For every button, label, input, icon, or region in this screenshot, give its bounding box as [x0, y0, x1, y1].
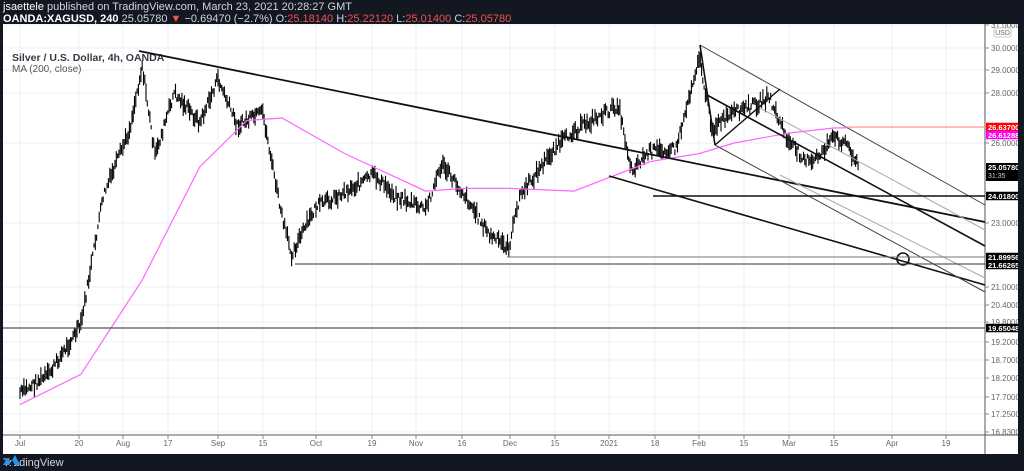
price-axis-label: 18.70000: [991, 356, 1018, 365]
pitchfork-median: [706, 94, 986, 247]
lower-trendline: [608, 175, 986, 286]
time-axis-label: 19: [942, 439, 951, 448]
price-label-value: 25.05780: [988, 163, 1018, 172]
price-label-box: [986, 122, 1018, 132]
time-axis-label: 18: [651, 439, 660, 448]
last-price: 25.05780: [121, 13, 168, 25]
published-text: published on TradingView.com, March 23, …: [47, 1, 352, 13]
price-label-box: [986, 191, 1018, 201]
high-label: H:: [336, 13, 348, 25]
price-axis-label: 21.00000: [991, 283, 1018, 292]
time-axis-label: 2021: [600, 439, 618, 448]
price-axis-label: 28.00000: [991, 89, 1018, 98]
descending-resistance-trendline: [138, 50, 986, 223]
low-value: 25.01400: [405, 13, 452, 25]
ohlc-line: OANDA:XAGUSD, 240 25.05780 ▼ −0.69470 (−…: [3, 13, 511, 25]
price-axis-label: 18.20000: [991, 374, 1018, 383]
price-axis-label: 19.20000: [991, 338, 1018, 347]
footer: TradingView: [3, 455, 64, 471]
close-value: 25.05780: [465, 13, 512, 25]
time-axis-label: 16: [458, 439, 467, 448]
time-axis-label: Jul: [15, 439, 25, 448]
pitchfork-base: [714, 88, 781, 146]
pitchfork-inner-1: [759, 107, 986, 231]
open-value: 25.18140: [287, 13, 334, 25]
tradingview-logo-icon: [3, 455, 20, 465]
currency-badge: [993, 27, 1012, 38]
time-axis-label: 19: [368, 439, 377, 448]
close-label: C:: [454, 13, 466, 25]
price-label-box: [986, 163, 1018, 181]
countdown-label: 31:35: [988, 173, 1006, 180]
time-axis-label: 15: [830, 439, 839, 448]
high-value: 25.22120: [347, 13, 394, 25]
time-axis-label: 15: [740, 439, 749, 448]
pitchfork-handle: [699, 44, 716, 146]
price-axis-label: 19.80000: [991, 318, 1018, 327]
time-axis-label: Aug: [116, 439, 130, 448]
time-axis-label: Sep: [211, 439, 226, 448]
open-label: O:: [275, 13, 288, 25]
price-label-value: 19.65048: [988, 324, 1018, 333]
chart-panel[interactable]: Jul 20 Aug 17 Sep 15 Oct 19 Nov 16 Dec 15 2021 18 Feb 1…: [3, 24, 1018, 454]
price-chart[interactable]: Jul 20 Aug 17 Sep 15 Oct 19 Nov 16 Dec 15 2021 18 Feb 1…: [3, 24, 1018, 454]
pitchfork-lower: [714, 144, 986, 293]
price-label-box: [986, 260, 1018, 270]
price-axis-label: 17.25000: [991, 410, 1018, 419]
price-axis-label: 20.40000: [991, 301, 1018, 310]
price-label-value: 26.61288: [988, 131, 1018, 140]
time-axis-label: Apr: [886, 439, 899, 448]
price-label-value: 21.66265: [988, 261, 1018, 270]
target-circle: [896, 252, 910, 266]
price-change: −0.69470 (−2.7%): [184, 13, 273, 25]
time-axis-label: 17: [164, 439, 173, 448]
down-arrow-icon: ▼: [170, 13, 182, 25]
publisher-line: jsaettele published on TradingView.com, …: [3, 1, 352, 13]
price-candles: [19, 51, 859, 399]
price-label-box: [986, 252, 1018, 262]
chart-legend-title: Silver / U.S. Dollar, 4h, OANDA: [12, 52, 165, 64]
indicator-legend[interactable]: MA (200, close): [12, 64, 82, 75]
pitchfork-inner-2: [779, 174, 986, 279]
price-axis-label: 17.70000: [991, 393, 1018, 402]
time-axis-label: 15: [551, 439, 560, 448]
price-label-box: [986, 323, 1018, 333]
price-axis-label: 23.00000: [991, 219, 1018, 228]
currency-label: USD: [995, 30, 1010, 37]
low-label: L:: [396, 13, 406, 25]
price-label-value: 26.63700: [988, 123, 1018, 132]
price-label-value: 21.89956: [988, 253, 1018, 262]
time-axis-label: Oct: [310, 439, 323, 448]
price-label-value: 24.01800: [988, 192, 1018, 201]
brand-name: TradingView: [3, 457, 64, 469]
time-axis-label: 15: [259, 439, 268, 448]
time-axis-label: Feb: [692, 439, 706, 448]
author-name[interactable]: jsaettele: [3, 1, 44, 13]
time-axis-label: 20: [75, 439, 84, 448]
time-axis-label: Mar: [782, 439, 796, 448]
price-axis-label: 16.83000: [991, 428, 1018, 437]
time-axis-label: Dec: [503, 439, 517, 448]
price-label-box: [986, 130, 1018, 140]
ma-200-line: [19, 117, 847, 406]
price-axis-label: 29.00000: [991, 66, 1018, 75]
symbol-label: OANDA:XAGUSD, 240: [3, 13, 119, 25]
price-axis-label: 30.00000: [991, 44, 1018, 53]
pitchfork-upper: [699, 44, 986, 206]
time-axis-label: Nov: [409, 439, 423, 448]
price-axis-label: 26.00000: [991, 139, 1018, 148]
price-axis-label: 31.00000: [991, 24, 1018, 30]
